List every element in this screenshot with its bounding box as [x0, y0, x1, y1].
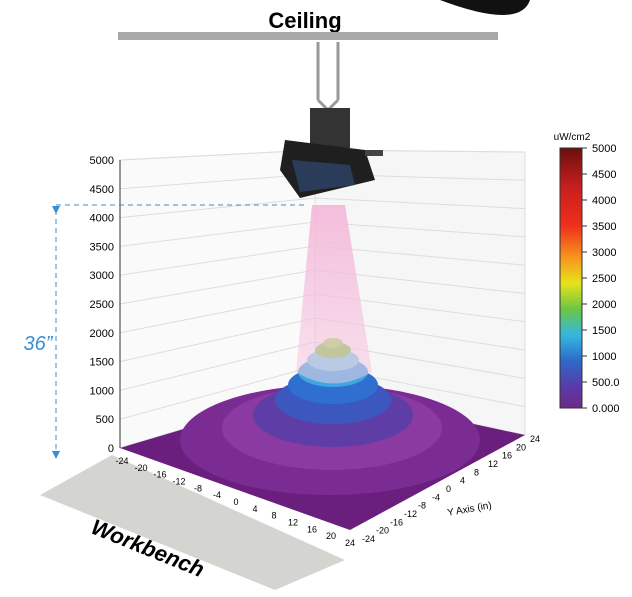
- x-tick-label: -16: [153, 470, 166, 480]
- y-tick-label: 16: [502, 451, 512, 461]
- colorbar-tick-label: 2000: [592, 299, 616, 311]
- y-tick-label: -4: [432, 492, 440, 502]
- z-tick-label: 4500: [90, 184, 114, 196]
- colorbar-tick-label: 3500: [592, 221, 616, 233]
- chain: [316, 42, 340, 113]
- light-cone: [296, 205, 372, 384]
- lamp: [280, 108, 383, 198]
- colorbar-tick-label: 4000: [592, 195, 616, 207]
- y-tick-label: -8: [418, 501, 426, 511]
- colorbar-tick-label: 5000: [592, 143, 616, 155]
- y-tick-label: 0: [446, 484, 451, 494]
- colorbar-unit: uW/cm2: [554, 132, 591, 143]
- fixture-edge: [440, 0, 530, 15]
- x-tick-label: 20: [326, 531, 336, 541]
- colorbar-tick-label: 1000: [592, 351, 616, 363]
- y-tick-label: 24: [530, 434, 540, 444]
- colorbar-tick-label: 1500: [592, 325, 616, 337]
- colorbar: [559, 147, 583, 409]
- z-tick-label: 4000: [90, 213, 114, 225]
- z-tick-label: 2500: [90, 299, 114, 311]
- y-tick-label: 20: [516, 442, 526, 452]
- x-tick-label: 4: [252, 504, 257, 514]
- z-tick-label: 500: [96, 414, 114, 426]
- x-tick-label: 12: [288, 518, 298, 528]
- z-tick-label: 3000: [90, 270, 114, 282]
- z-tick-label: 1000: [90, 385, 114, 397]
- z-tick-label: 2000: [90, 328, 114, 340]
- x-tick-label: -20: [134, 463, 147, 473]
- distance-label: 36”: [24, 333, 54, 355]
- workbench: [40, 455, 345, 590]
- colorbar-tick-label: 0.000: [592, 403, 620, 415]
- x-tick-label: -4: [213, 490, 221, 500]
- z-tick-label: 5000: [90, 155, 114, 167]
- y-tick-label: 8: [474, 467, 479, 477]
- y-tick-label: -16: [390, 517, 403, 527]
- y-tick-label: -20: [376, 526, 389, 536]
- y-tick-label: -24: [362, 534, 375, 544]
- y-axis-label: Y Axis (in): [447, 500, 493, 519]
- z-tick-label: 1500: [90, 357, 114, 369]
- y-tick-label: 4: [460, 476, 465, 486]
- x-tick-label: -8: [194, 483, 202, 493]
- x-tick-label: 0: [233, 497, 238, 507]
- colorbar-tick-label: 3000: [592, 247, 616, 259]
- y-tick-label: -12: [404, 509, 417, 519]
- colorbar-tick-label: 2500: [592, 273, 616, 285]
- colorbar-tick-label: 500.0: [592, 377, 620, 389]
- grid-line: [119, 197, 526, 219]
- x-tick-label: 16: [307, 524, 317, 534]
- x-tick-label: 8: [271, 511, 276, 521]
- tick-labels: 5000450040003500300025002000150010005000…: [90, 143, 620, 548]
- ceiling-bar: [118, 32, 498, 40]
- ceiling-title: Ceiling: [268, 8, 341, 33]
- y-tick-label: 12: [488, 459, 498, 469]
- x-tick-label: -12: [172, 477, 185, 487]
- z-tick-label: 0: [108, 443, 114, 455]
- x-tick-label: -24: [115, 456, 128, 466]
- z-tick-label: 3500: [90, 241, 114, 253]
- x-tick-label: 24: [345, 538, 355, 548]
- surface: [180, 338, 480, 495]
- colorbar-tick-label: 4500: [592, 169, 616, 181]
